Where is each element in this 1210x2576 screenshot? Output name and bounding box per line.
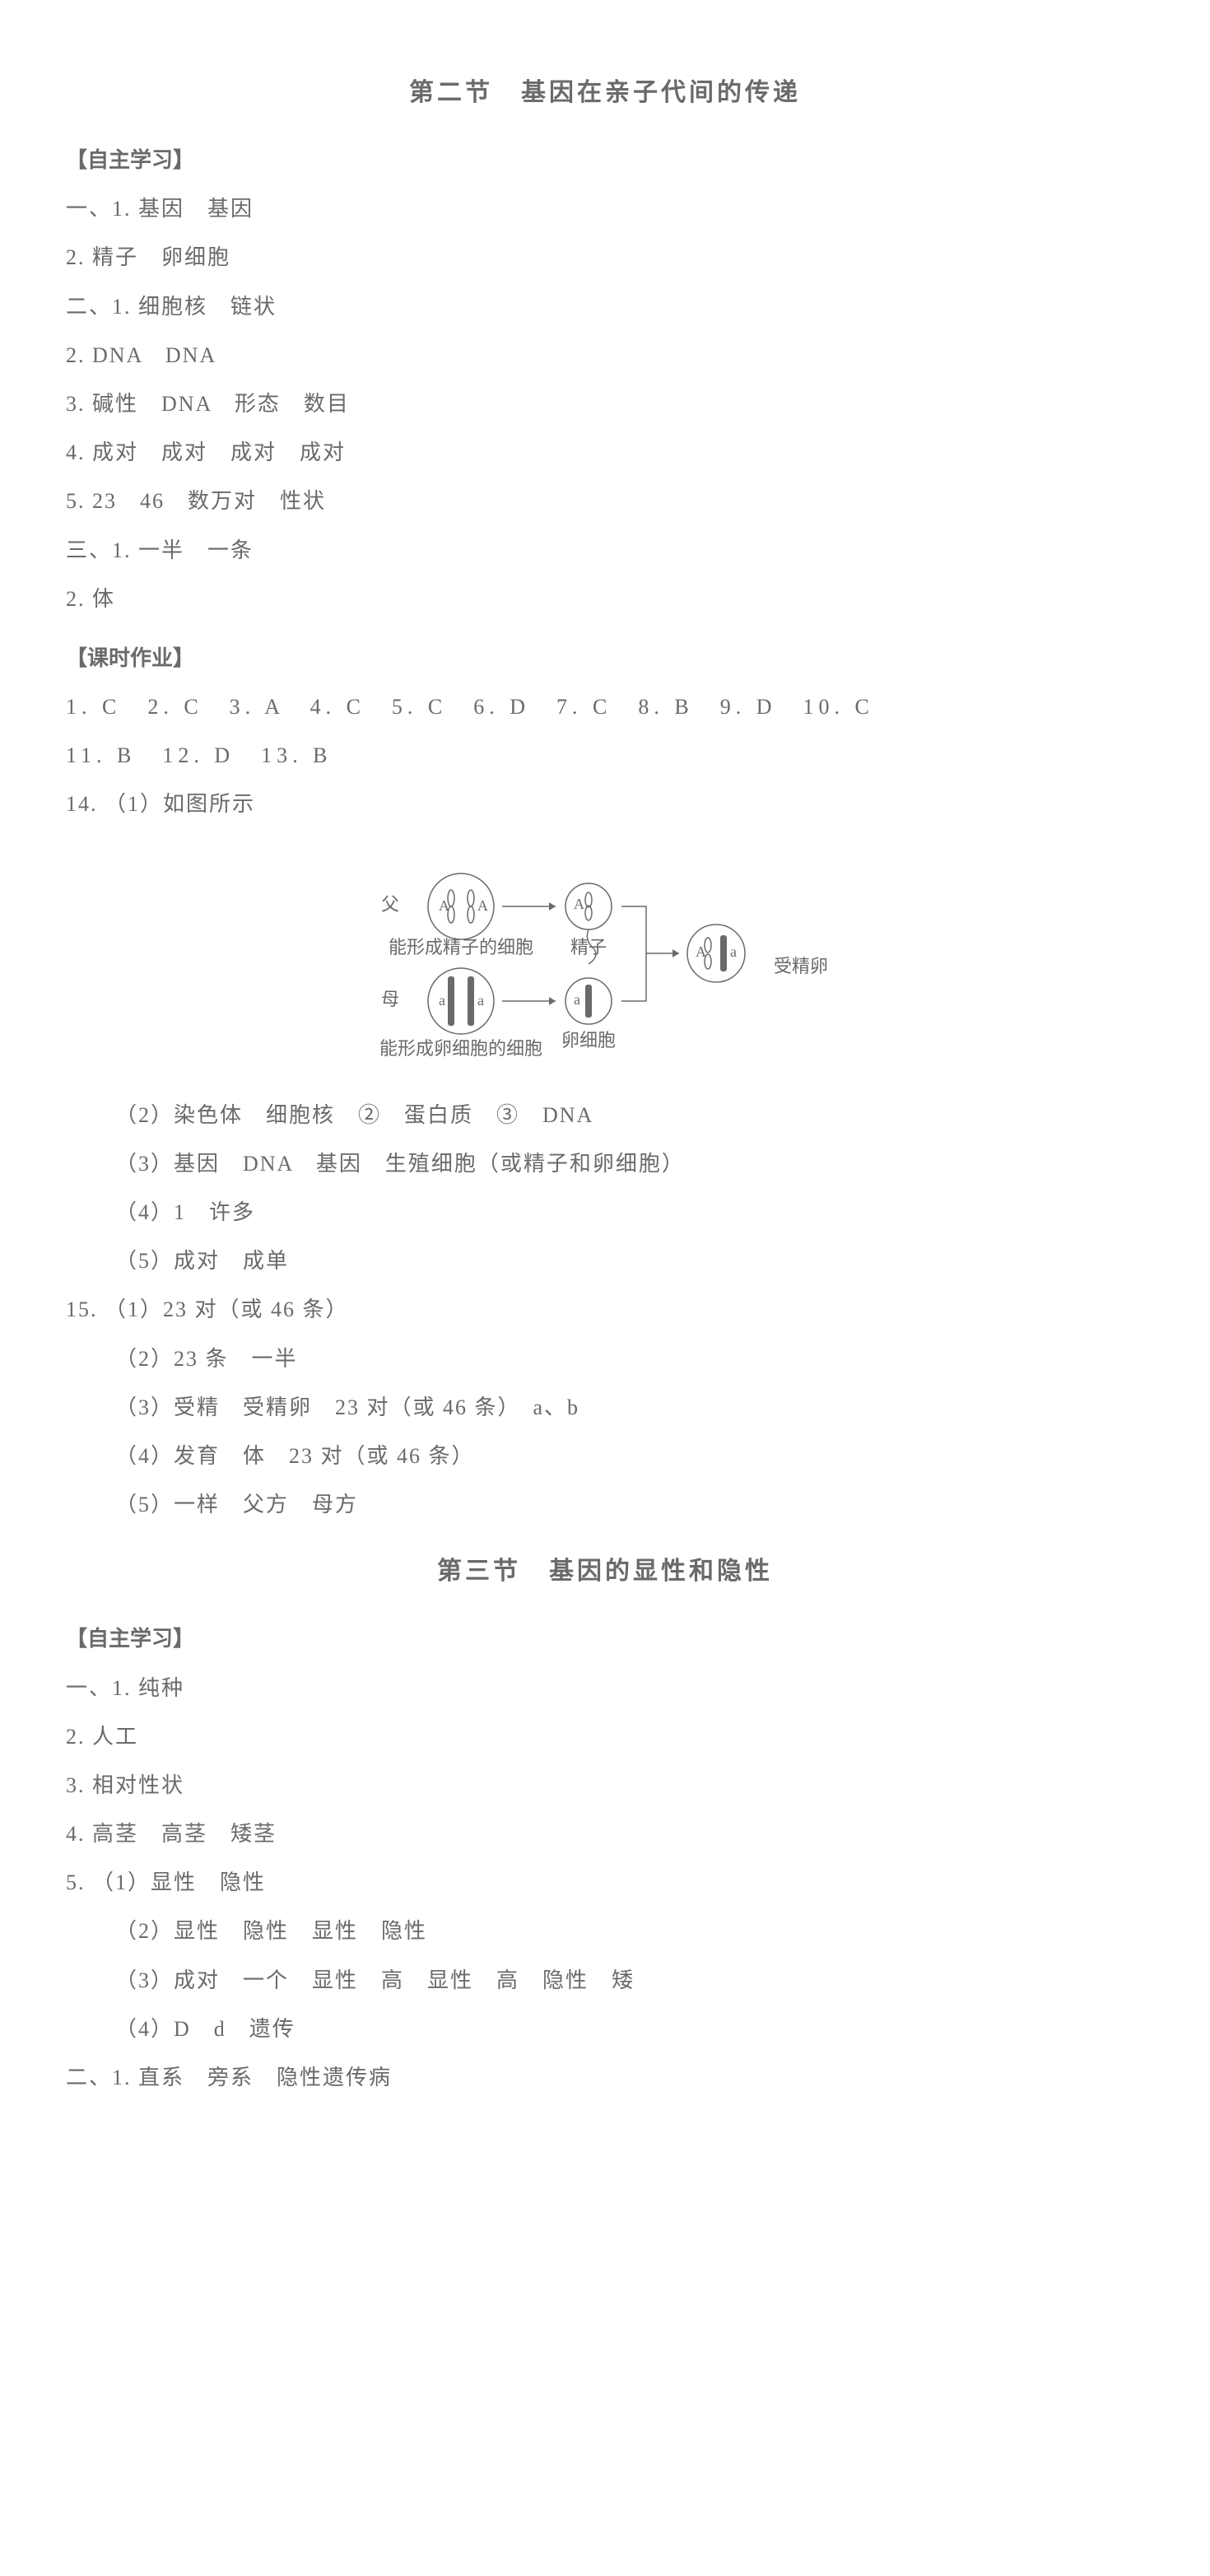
q14-part: （3）基因 DNA 基因 生殖细胞（或精子和卵细胞）: [66, 1140, 1144, 1187]
q15-part: （3）受精 受精卵 23 对（或 46 条） a、b: [66, 1384, 1144, 1431]
svg-text:A: A: [696, 943, 706, 960]
self-study-header-1: 【自主学习】: [66, 137, 1144, 184]
study-line: （4）D d 遗传: [66, 2005, 1144, 2052]
study-line: 4. 高茎 高茎 矮茎: [66, 1810, 1144, 1857]
arrow-head: [549, 997, 556, 1005]
study-line: 二、1. 细胞核 链状: [66, 283, 1144, 330]
sperm-circle: [565, 883, 612, 929]
father-cell-caption: 能形成精子的细胞: [389, 937, 533, 957]
study-line: 5. （1）显性 隐性: [66, 1859, 1144, 1906]
egg-caption: 卵细胞: [561, 1030, 616, 1050]
svg-text:A: A: [439, 897, 449, 914]
answer-line: 11. B 12. D 13. B: [66, 732, 1144, 779]
mother-cell-circle: [428, 968, 494, 1034]
svg-text:a: a: [730, 943, 737, 960]
q14-part: （5）成对 成单: [66, 1237, 1144, 1284]
answer-line: 14. （1）如图所示: [66, 780, 1144, 827]
q14-part: （2）染色体 细胞核 ② 蛋白质 ③ DNA: [66, 1092, 1144, 1139]
q15-part: 15. （1）23 对（或 46 条）: [66, 1286, 1144, 1333]
study-line: 一、1. 基因 基因: [66, 185, 1144, 232]
svg-text:a: a: [439, 992, 445, 1009]
bracket: [621, 906, 679, 1001]
study-line: （3）成对 一个 显性 高 显性 高 隐性 矮: [66, 1957, 1144, 2004]
homework-header-1: 【课时作业】: [66, 635, 1144, 682]
answer-line: 1. C 2. C 3. A 4. C 5. C 6. D 7. C 8. B …: [66, 683, 1144, 730]
study-line: 一、1. 纯种: [66, 1665, 1144, 1712]
section-2-title: 第二节 基因在亲子代间的传递: [66, 66, 1144, 120]
study-line: 4. 成对 成对 成对 成对: [66, 429, 1144, 476]
svg-text:A: A: [477, 897, 488, 914]
study-line: 3. 碱性 DNA 形态 数目: [66, 380, 1144, 427]
zygote-caption: 受精卵: [774, 956, 828, 976]
study-line: 5. 23 46 数万对 性状: [66, 477, 1144, 524]
study-line: 二、1. 直系 旁系 隐性遗传病: [66, 2054, 1144, 2101]
genetics-diagram: 父 A A A 母 a a: [66, 853, 1144, 1067]
study-line: 2. 人工: [66, 1713, 1144, 1760]
study-line: （2）显性 隐性 显性 隐性: [66, 1908, 1144, 1954]
study-line: 2. 体: [66, 575, 1144, 622]
q15-part: （4）发育 体 23 对（或 46 条）: [66, 1432, 1144, 1479]
section-3-title: 第三节 基因的显性和隐性: [66, 1544, 1144, 1599]
study-line: 三、1. 一半 一条: [66, 527, 1144, 574]
arrow-head: [549, 902, 556, 911]
svg-text:A: A: [574, 896, 584, 912]
sperm-caption: 精子: [570, 937, 607, 957]
mother-chromosomes: a a: [439, 976, 484, 1026]
q15-part: （5）一样 父方 母方: [66, 1481, 1144, 1528]
father-label: 父: [381, 894, 399, 915]
svg-text:a: a: [574, 991, 580, 1008]
father-chromosomes: A A: [439, 890, 488, 923]
study-line: 3. 相对性状: [66, 1762, 1144, 1809]
arrow-head: [672, 949, 679, 957]
diagram-svg: 父 A A A 母 a a: [317, 853, 893, 1067]
q14-part: （4）1 许多: [66, 1189, 1144, 1236]
study-line: 2. 精子 卵细胞: [66, 234, 1144, 281]
study-line: 2. DNA DNA: [66, 332, 1144, 379]
mother-label: 母: [381, 989, 399, 1009]
svg-text:a: a: [477, 992, 484, 1009]
self-study-header-2: 【自主学习】: [66, 1615, 1144, 1662]
q15-part: （2）23 条 一半: [66, 1335, 1144, 1382]
mother-cell-caption: 能形成卵细胞的细胞: [379, 1038, 542, 1059]
